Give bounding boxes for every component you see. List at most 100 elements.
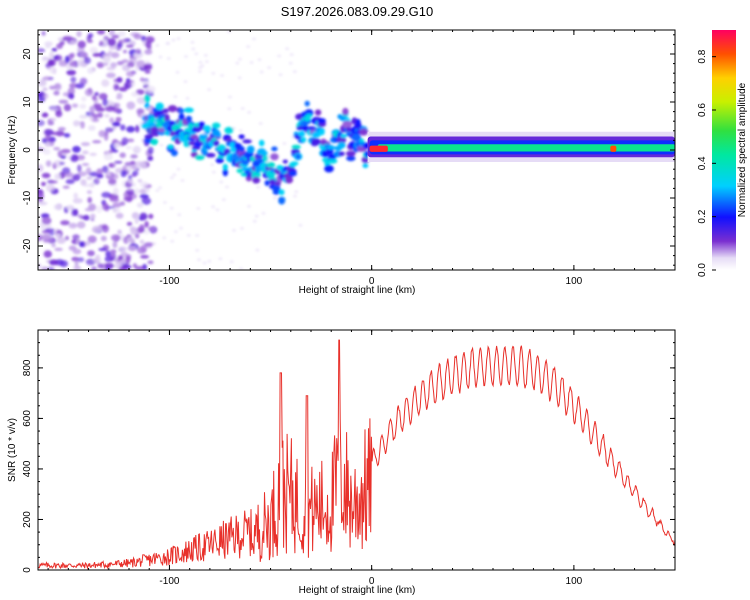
heatmap-ridge-cell	[352, 133, 360, 140]
heatmap-noise-cell	[110, 234, 121, 242]
heatmap-noise-cell	[110, 62, 117, 68]
heatmap-noise-cell	[63, 133, 71, 138]
heatmap-noise-cell	[247, 204, 251, 208]
heatmap-noise-cell	[41, 216, 52, 225]
heatmap-ytick-label: -10	[22, 190, 33, 205]
heatmap-noise-cell	[126, 70, 135, 77]
snr-ytick-label: 200	[22, 511, 33, 528]
heatmap-noise-cell	[91, 266, 97, 270]
heatmap-ridge-cell	[246, 145, 255, 154]
heatmap-noise-cell	[100, 235, 107, 242]
heatmap-noise-cell	[70, 76, 77, 83]
heatmap-noise-cell	[143, 64, 151, 69]
heatmap-noise-cell	[146, 85, 156, 93]
heatmap-noise-cell	[44, 228, 55, 233]
heatmap-noise-cell	[64, 55, 70, 64]
heatmap-ridge-cell	[346, 155, 356, 162]
heatmap-noise-cell	[126, 61, 135, 68]
heatmap-noise-cell	[148, 213, 154, 219]
heatmap-noise-cell	[195, 234, 200, 237]
heatmap-ridge-cell	[178, 113, 185, 121]
heatmap-noise-cell	[55, 130, 65, 137]
heatmap-noise-cell	[107, 38, 116, 47]
heatmap-noise-cell	[77, 257, 85, 263]
heatmap-noise-cell	[96, 112, 104, 118]
heatmap-noise-cell	[95, 254, 101, 261]
heatmap-noise-cell	[80, 121, 85, 129]
heatmap-noise-cell	[42, 137, 48, 144]
heatmap-noise-cell	[120, 39, 127, 44]
heatmap-ridge-cell	[288, 171, 297, 177]
heatmap-noise-cell	[113, 83, 120, 91]
heatmap-noise-cell	[65, 179, 75, 185]
heatmap-noise-cell	[240, 226, 244, 230]
heatmap-noise-cell	[239, 267, 244, 270]
heatmap-noise-cell	[113, 142, 121, 149]
colorbar-tick-label: 0.4	[697, 156, 708, 170]
heatmap-noise-cell	[79, 103, 87, 109]
heatmap-noise-cell	[77, 40, 86, 49]
heatmap-noise-cell	[144, 49, 153, 55]
heatmap-noise-cell	[227, 107, 232, 111]
heatmap-noise-cell	[63, 171, 74, 178]
heatmap-ridge-cell	[327, 158, 338, 164]
heatmap-ridge-cell	[291, 144, 301, 150]
heatmap-noise-cell	[136, 60, 146, 68]
heatmap-noise-cell	[95, 205, 103, 214]
heatmap-noise-cell	[79, 241, 85, 248]
heatmap-noise-cell	[49, 259, 59, 266]
heatmap-noise-cell	[140, 254, 150, 259]
heatmap-noise-cell	[117, 229, 122, 235]
colorbar: 0.0 0.2 0.4 0.6 0.8 Normalized spectral ampl…	[697, 30, 748, 277]
heatmap-noise-cell	[210, 163, 215, 167]
heatmap-noise-cell	[89, 152, 97, 156]
heatmap-noise-cell	[195, 248, 200, 252]
heatmap-ridge-cell	[290, 161, 299, 166]
heatmap-noise-cell	[49, 117, 57, 122]
heatmap-noise-cell	[173, 95, 178, 99]
heatmap-noise-cell	[218, 257, 223, 261]
heatmap-noise-cell	[179, 226, 183, 230]
heatmap-noise-cell	[38, 48, 46, 53]
heatmap-noise-cell	[59, 161, 65, 166]
heatmap-noise-cell	[147, 146, 154, 155]
heatmap-noise-cell	[77, 214, 83, 218]
heatmap-blob-layer	[38, 30, 372, 270]
heatmap-noise-cell	[91, 95, 97, 101]
heatmap-noise-cell	[112, 202, 122, 208]
heatmap-noise-cell	[101, 224, 109, 233]
snr-frame	[37, 329, 676, 571]
heatmap-ridge-cell	[238, 146, 245, 152]
heatmap-noise-cell	[176, 37, 181, 41]
heatmap-noise-cell	[72, 248, 82, 255]
heatmap-noise-cell	[94, 92, 99, 96]
heatmap-noise-cell	[126, 236, 136, 244]
heatmap-noise-cell	[72, 198, 83, 204]
heatmap-noise-cell	[144, 70, 151, 74]
heatmap-noise-cell	[143, 229, 150, 235]
heatmap-noise-cell	[84, 57, 91, 64]
heatmap-noise-cell	[67, 93, 75, 99]
heatmap-noise-cell	[115, 116, 122, 123]
heatmap-noise-cell	[82, 214, 90, 221]
heatmap-ridge-cell	[300, 137, 307, 143]
heatmap-noise-cell	[235, 61, 240, 65]
heatmap-noise-cell	[57, 127, 66, 131]
heatmap-noise-cell	[259, 70, 264, 74]
heatmap-noise-cell	[87, 235, 97, 244]
heatmap-ridge-cell	[266, 161, 276, 169]
heatmap-noise-cell	[93, 178, 100, 185]
heatmap-noise-cell	[111, 149, 119, 153]
heatmap-ytick-label: -20	[22, 238, 33, 253]
heatmap-noise-cell	[102, 165, 109, 174]
heatmap-noise-cell	[91, 118, 100, 123]
heatmap-noise-cell	[73, 192, 78, 199]
heatmap-noise-cell	[66, 205, 75, 210]
heatmap-noise-cell	[77, 171, 87, 177]
heatmap-ridge-cell	[304, 100, 310, 107]
heatmap-noise-cell	[137, 179, 143, 183]
heatmap-noise-cell	[53, 159, 63, 168]
heatmap-noise-cell	[130, 227, 138, 235]
heatmap-noise-cell	[81, 163, 90, 166]
